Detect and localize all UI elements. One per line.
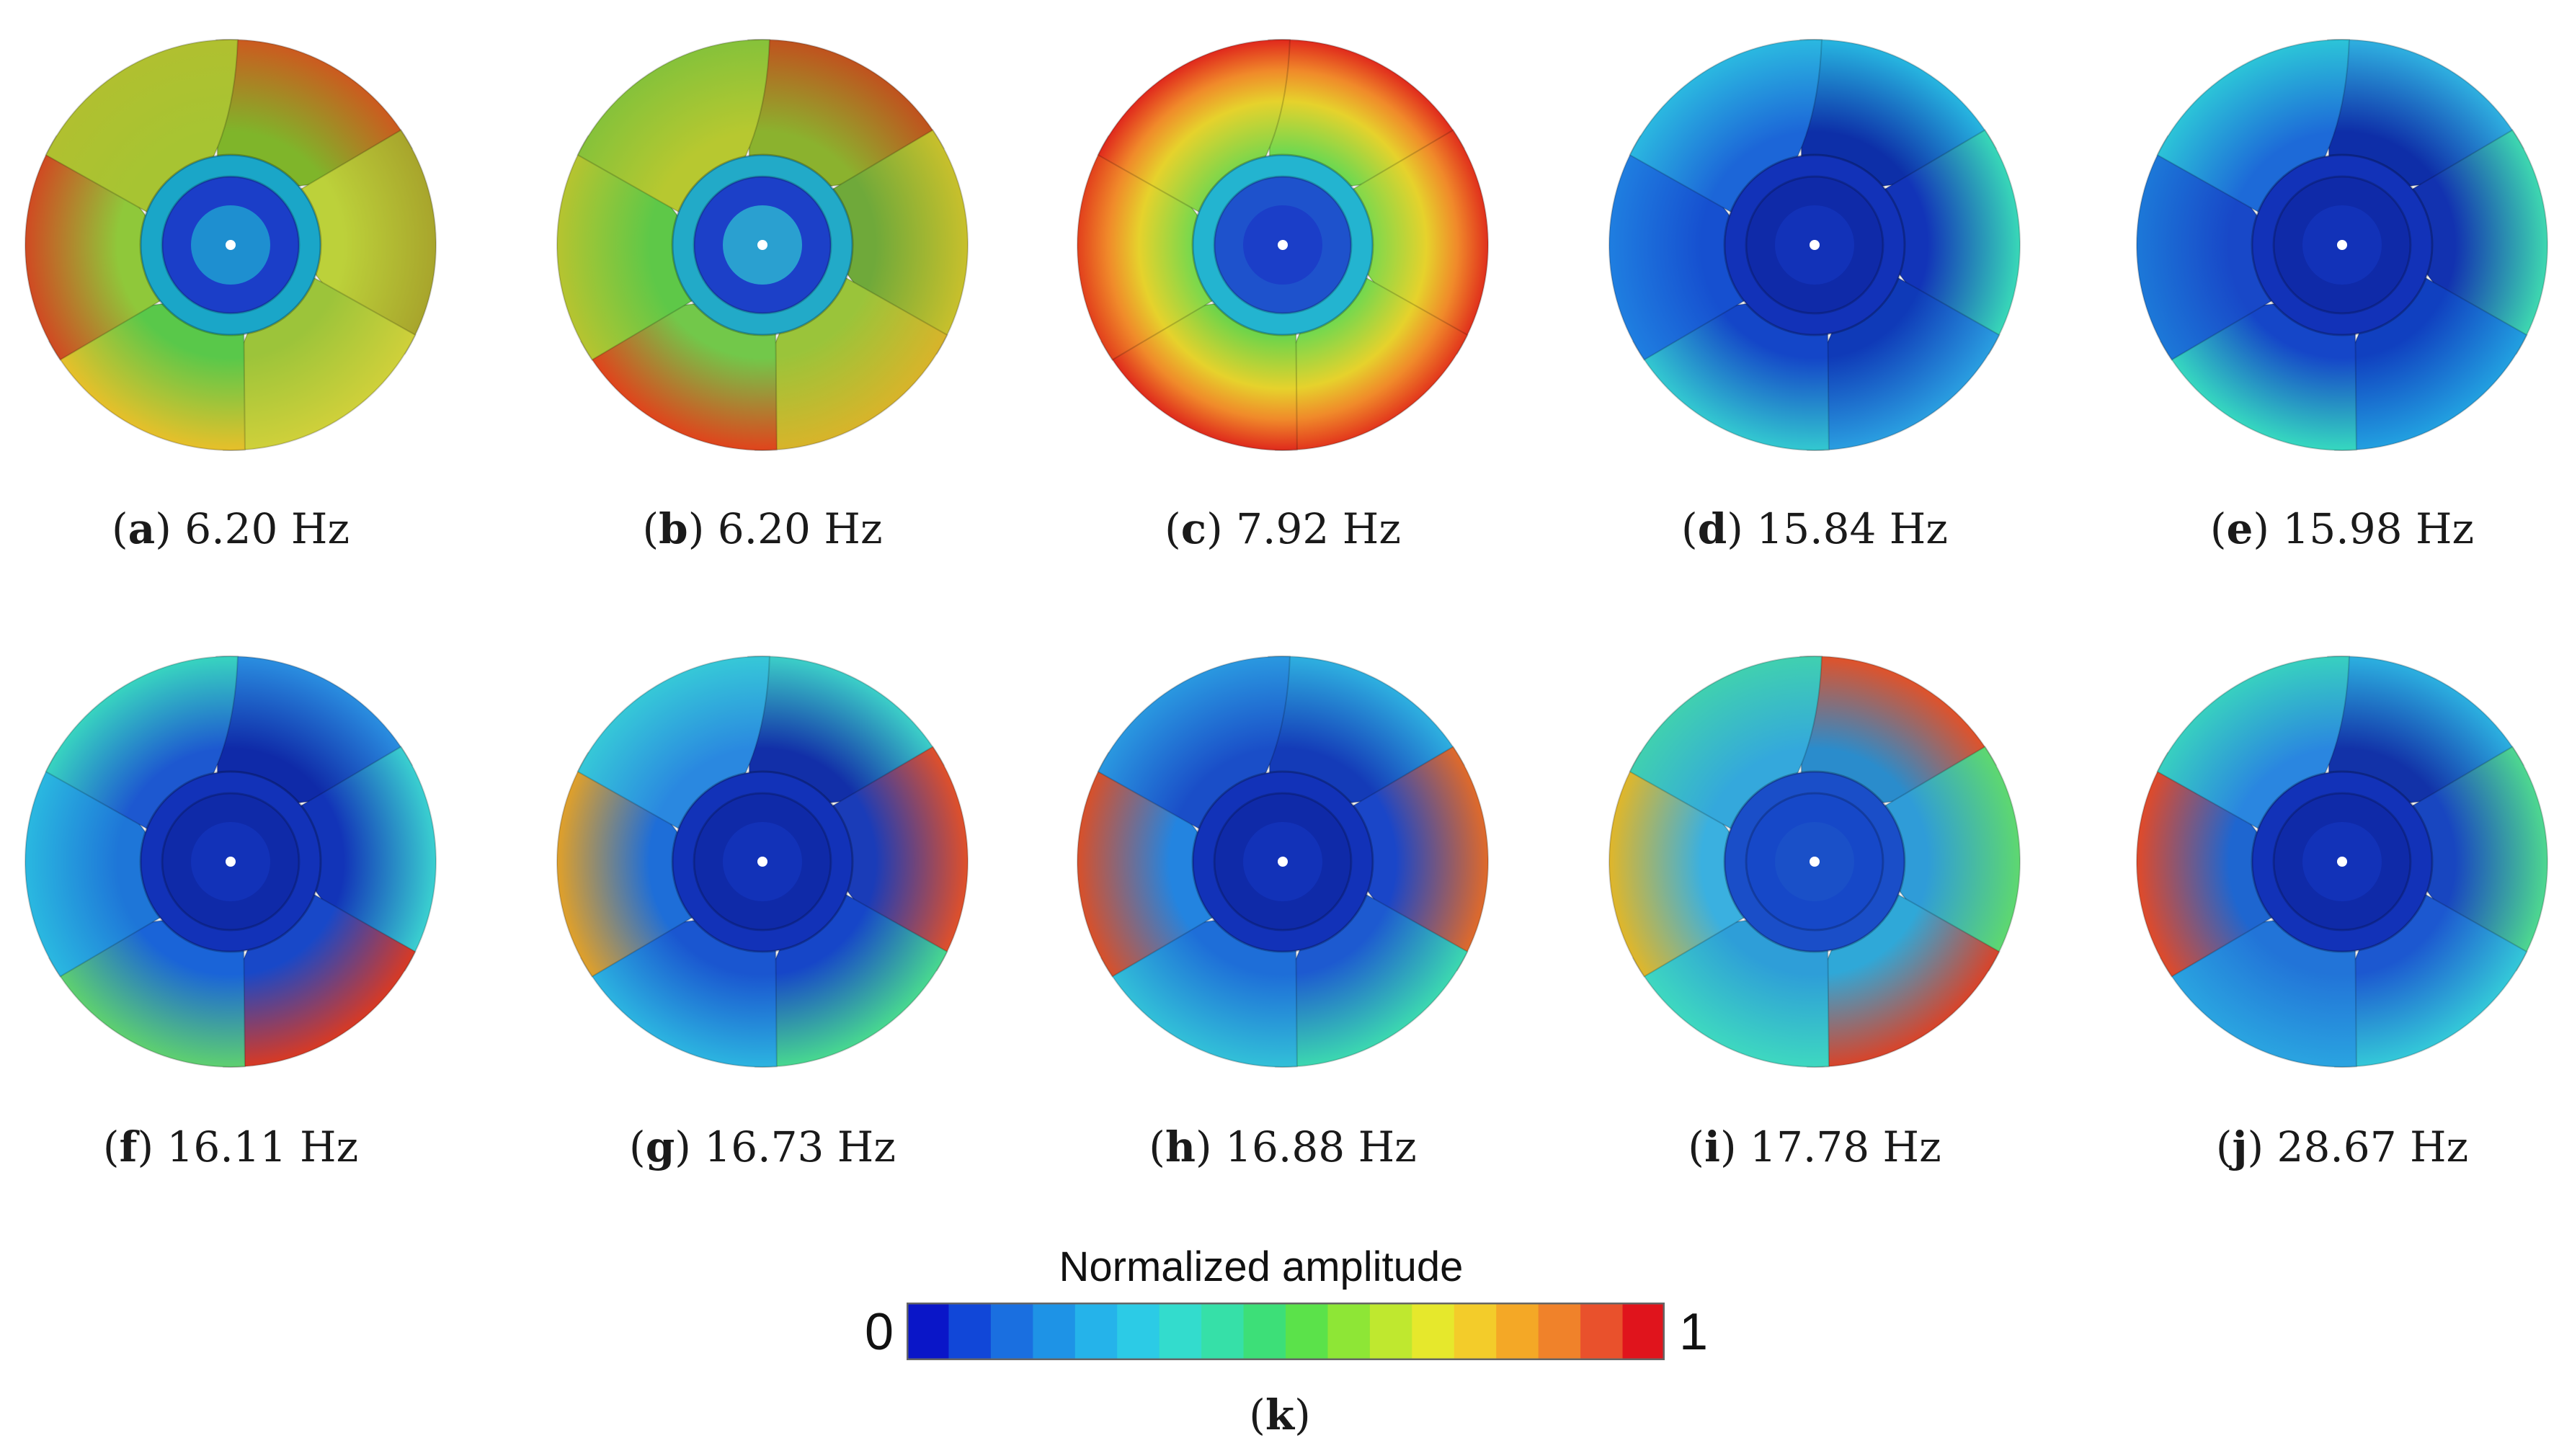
fan-center-dot (226, 240, 236, 250)
panel-caption-d: (d) 15.84 Hz (1681, 504, 1948, 553)
fan-center-dot (226, 857, 236, 867)
fan-mode-shape-e (2136, 39, 2548, 451)
colorbar-max-label: 1 (1679, 1303, 1709, 1361)
panel-caption-i: (i) 17.78 Hz (1688, 1122, 1941, 1171)
panel-letter: e (2226, 504, 2253, 553)
colorbar-segment (1074, 1303, 1118, 1360)
fan-mode-shape-c (1077, 39, 1489, 451)
colorbar-segment (1243, 1303, 1286, 1360)
fan-mode-shape-d (1608, 39, 2021, 451)
panel-frequency: 16.73 Hz (704, 1122, 896, 1171)
fan-center-dot (2337, 240, 2347, 250)
colorbar-segment (1580, 1303, 1624, 1360)
colorbar-segment (907, 1303, 950, 1360)
fan-mode-shape-f (25, 656, 437, 1068)
panel-letter: i (1704, 1122, 1720, 1171)
colorbar-segment (1033, 1303, 1076, 1360)
colorbar-segment (1117, 1303, 1160, 1360)
colorbar-segment (948, 1303, 992, 1360)
panel-frequency: 17.78 Hz (1750, 1122, 1941, 1171)
panel-frequency: 7.92 Hz (1236, 504, 1401, 553)
panel-caption-b: (b) 6.20 Hz (642, 504, 883, 553)
fan-center-dot (1810, 240, 1820, 250)
panel-caption-g: (g) 16.73 Hz (629, 1122, 896, 1171)
panel-caption-h: (h) 16.88 Hz (1149, 1122, 1417, 1171)
fan-mode-shape-g (556, 656, 969, 1068)
panel-frequency: 15.84 Hz (1756, 504, 1948, 553)
panel-letter: h (1165, 1122, 1196, 1171)
panel-letter: j (2232, 1122, 2248, 1171)
panel-frequency: 15.98 Hz (2282, 504, 2475, 553)
panel-caption-c: (c) 7.92 Hz (1165, 504, 1401, 553)
panel-caption-a: (a) 6.20 Hz (111, 504, 350, 553)
fan-center-dot (2337, 857, 2347, 867)
colorbar-segment (1286, 1303, 1329, 1360)
colorbar-segment (1327, 1303, 1371, 1360)
panel-letter: f (119, 1122, 138, 1171)
colorbar-segment (1369, 1303, 1412, 1360)
fan-center-dot (1810, 857, 1820, 867)
fan-mode-shape-a (25, 39, 437, 451)
fan-center-dot (757, 240, 767, 250)
colorbar (907, 1303, 1665, 1360)
panel-frequency: 16.11 Hz (166, 1122, 359, 1171)
colorbar-min-label: 0 (865, 1303, 894, 1361)
fan-mode-shape-j (2136, 656, 2548, 1068)
colorbar-segment (1201, 1303, 1245, 1360)
panel-frequency: 6.20 Hz (717, 504, 883, 553)
colorbar-segment (990, 1303, 1033, 1360)
colorbar-segment (1496, 1303, 1539, 1360)
fan-mode-shape-i (1608, 656, 2021, 1068)
panel-caption-e: (e) 15.98 Hz (2209, 504, 2475, 553)
panel-caption-f: (f) 16.11 Hz (102, 1122, 359, 1171)
panel-frequency: 28.67 Hz (2277, 1122, 2469, 1171)
colorbar-caption: (k) (1249, 1390, 1311, 1439)
panel-letter: d (1697, 504, 1727, 553)
fan-mode-shape-b (556, 39, 969, 451)
panel-frequency: 16.88 Hz (1225, 1122, 1417, 1171)
fan-center-dot (1278, 857, 1288, 867)
panel-letter: g (645, 1122, 675, 1171)
panel-letter: c (1180, 504, 1207, 553)
panel-caption-j: (j) 28.67 Hz (2215, 1122, 2469, 1171)
colorbar-segment (1412, 1303, 1455, 1360)
colorbar-segment (1622, 1303, 1665, 1360)
colorbar-segment (1538, 1303, 1581, 1360)
colorbar-segment (1454, 1303, 1497, 1360)
colorbar-segment (1159, 1303, 1202, 1360)
fan-mode-shape-h (1077, 656, 1489, 1068)
colorbar-title: Normalized amplitude (1059, 1243, 1464, 1290)
fan-center-dot (1278, 240, 1288, 250)
panel-frequency: 6.20 Hz (184, 504, 350, 553)
panel-letter: b (659, 504, 688, 553)
fan-center-dot (757, 857, 767, 867)
panel-letter: a (128, 504, 156, 553)
